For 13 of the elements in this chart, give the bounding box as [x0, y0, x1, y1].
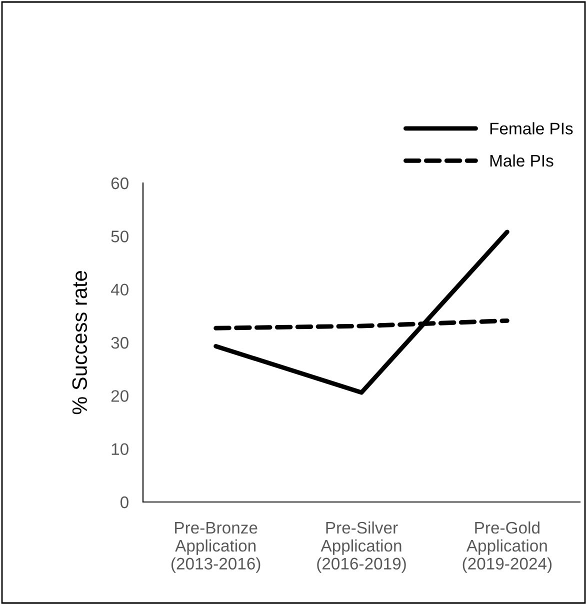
x-tick-label: Pre-Silver Application (2016-2019)	[317, 521, 406, 573]
y-tick-label: 20	[111, 390, 128, 402]
y-tick-label: 10	[112, 443, 128, 456]
legend-label: Female PIs	[490, 122, 573, 134]
legend-label: Male PIs	[490, 154, 554, 167]
y-tick-label: 50	[111, 230, 128, 242]
y-tick-label: 40	[110, 284, 128, 296]
x-tick-label: Pre-Gold Application (2019-2024)	[462, 521, 552, 573]
y-tick-label: 0	[120, 496, 128, 508]
y-tick-label: 60	[111, 177, 128, 190]
y-tick-label: 30	[111, 336, 128, 349]
y-axis-title: % Success rate	[72, 271, 88, 414]
x-tick-label: Pre-Bronze Application (2013-2016)	[171, 522, 260, 573]
